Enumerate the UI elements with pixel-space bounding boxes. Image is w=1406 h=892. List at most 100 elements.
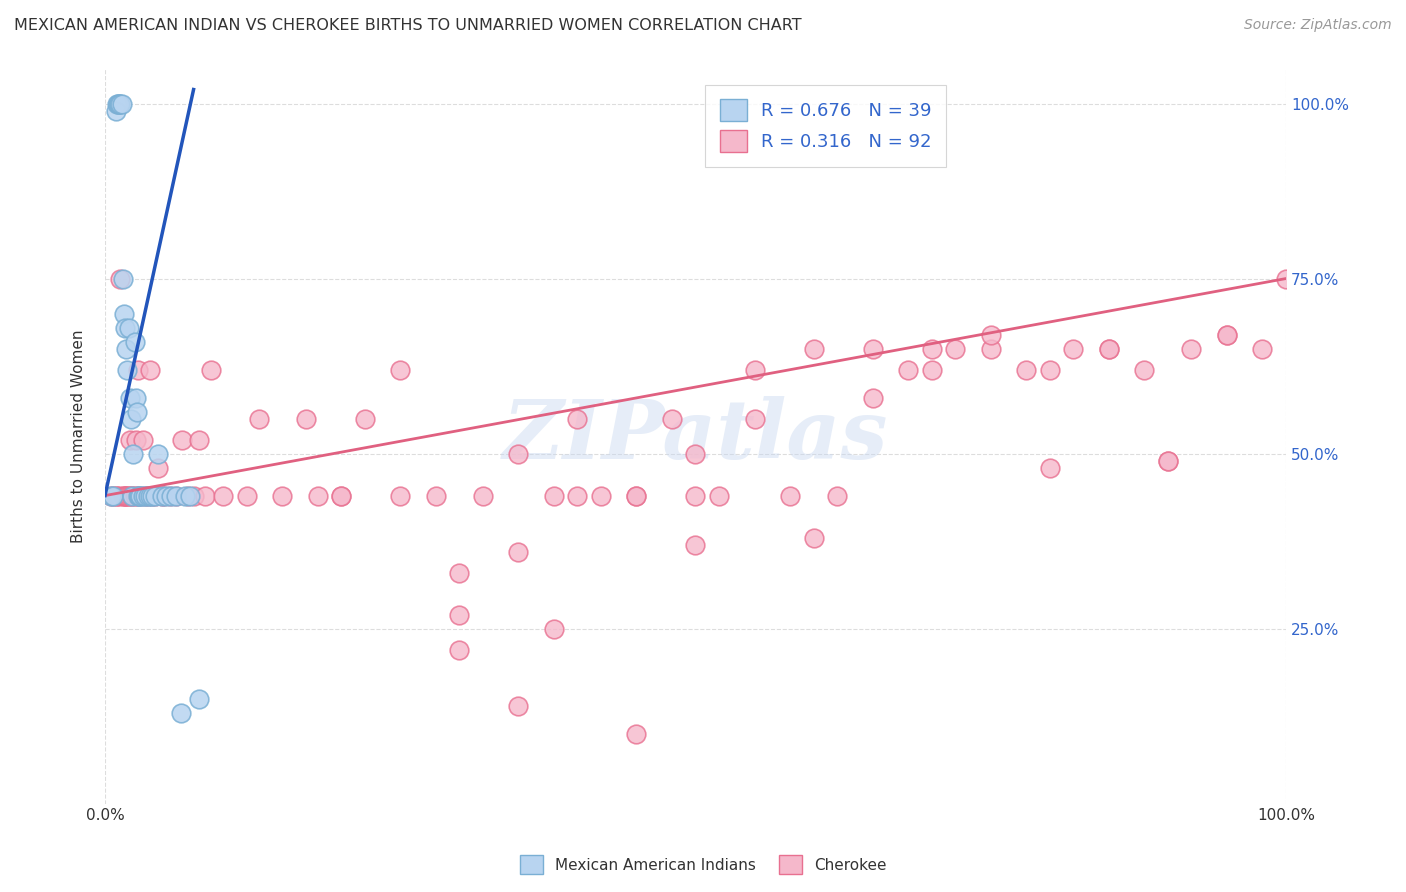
Text: Source: ZipAtlas.com: Source: ZipAtlas.com [1244, 18, 1392, 32]
Point [744, 411, 766, 425]
Point [155, 489, 177, 503]
Point [129, 489, 152, 503]
Point [1098, 342, 1121, 356]
Point [449, 566, 471, 580]
Point [567, 489, 589, 503]
Point [100, 489, 122, 503]
Point [183, 489, 205, 503]
Point [146, 446, 169, 460]
Point [117, 489, 139, 503]
Point [1157, 453, 1180, 467]
Point [103, 489, 125, 503]
Point [471, 489, 494, 503]
Point [165, 489, 187, 503]
Point [449, 607, 471, 622]
Point [425, 489, 447, 503]
Point [980, 327, 1002, 342]
Point [105, 489, 128, 503]
Point [129, 489, 152, 503]
Point [100, 489, 122, 503]
Text: MEXICAN AMERICAN INDIAN VS CHEROKEE BIRTHS TO UNMARRIED WOMEN CORRELATION CHART: MEXICAN AMERICAN INDIAN VS CHEROKEE BIRT… [14, 18, 801, 33]
Point [862, 391, 884, 405]
Point [543, 622, 565, 636]
Point [132, 433, 155, 447]
Y-axis label: Births to Unmarried Women: Births to Unmarried Women [72, 329, 86, 543]
Point [121, 489, 143, 503]
Point [685, 489, 707, 503]
Point [104, 489, 127, 503]
Point [779, 489, 801, 503]
Point [115, 489, 138, 503]
Point [508, 446, 530, 460]
Point [1098, 342, 1121, 356]
Point [110, 271, 132, 285]
Point [200, 362, 222, 376]
Point [150, 489, 173, 503]
Point [103, 489, 125, 503]
Point [449, 642, 471, 657]
Point [685, 538, 707, 552]
Point [235, 489, 257, 503]
Point [169, 706, 191, 720]
Point [125, 433, 148, 447]
Point [115, 342, 138, 356]
Point [353, 411, 375, 425]
Point [120, 489, 142, 503]
Point [626, 489, 648, 503]
Point [125, 404, 148, 418]
Point [110, 96, 132, 111]
Point [194, 489, 217, 503]
Point [111, 271, 134, 285]
Point [121, 489, 143, 503]
Point [160, 489, 183, 503]
Point [150, 489, 173, 503]
Point [1015, 362, 1038, 376]
Point [825, 489, 848, 503]
Point [170, 433, 193, 447]
Point [139, 362, 162, 376]
Point [271, 489, 294, 503]
Point [105, 96, 128, 111]
Point [107, 96, 129, 111]
Point [136, 489, 159, 503]
Point [1039, 460, 1062, 475]
Point [1216, 327, 1239, 342]
Point [134, 489, 156, 503]
Point [104, 103, 127, 118]
Point [136, 489, 159, 503]
Point [1251, 342, 1274, 356]
Point [111, 489, 134, 503]
Point [1275, 271, 1298, 285]
Point [744, 362, 766, 376]
Point [134, 489, 156, 503]
Point [110, 96, 132, 111]
Point [707, 489, 730, 503]
Point [330, 489, 353, 503]
Point [661, 411, 683, 425]
Point [127, 489, 149, 503]
Point [921, 342, 943, 356]
Point [117, 362, 139, 376]
Point [294, 411, 316, 425]
Point [179, 489, 201, 503]
Point [980, 342, 1002, 356]
Point [114, 489, 136, 503]
Point [143, 489, 166, 503]
Point [124, 489, 146, 503]
Point [165, 489, 187, 503]
Point [108, 96, 131, 111]
Point [176, 489, 198, 503]
Point [803, 531, 825, 545]
Point [307, 489, 329, 503]
Point [1216, 327, 1239, 342]
Text: ZIPatlas: ZIPatlas [503, 396, 889, 476]
Point [567, 411, 589, 425]
Point [626, 726, 648, 740]
Point [803, 342, 825, 356]
Point [122, 446, 145, 460]
Point [125, 391, 148, 405]
Point [141, 489, 163, 503]
Point [139, 489, 162, 503]
Point [543, 489, 565, 503]
Point [1180, 342, 1202, 356]
